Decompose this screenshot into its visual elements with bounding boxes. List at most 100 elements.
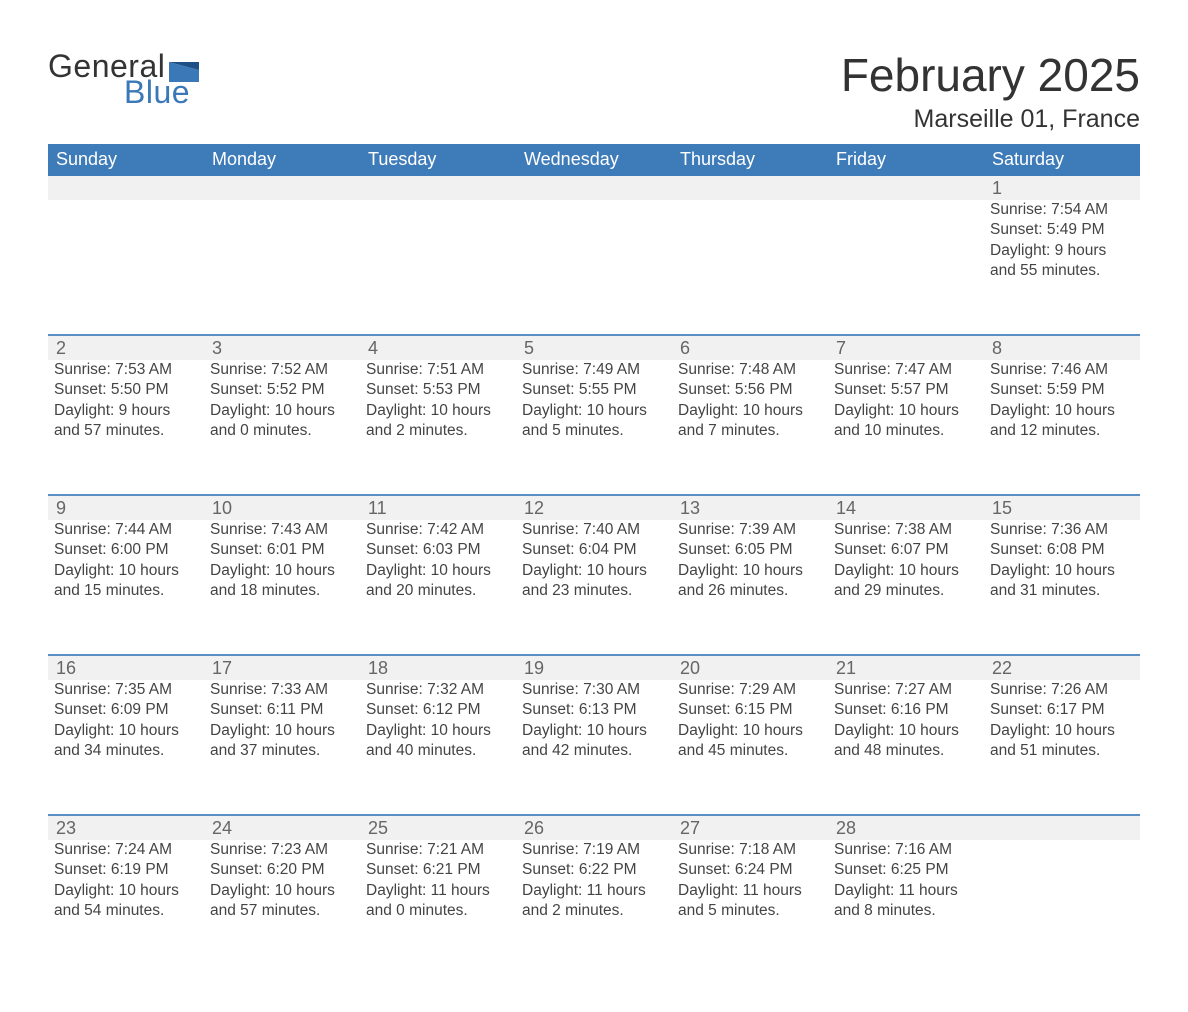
day-cell: Sunrise: 7:40 AMSunset: 6:04 PMDaylight:… bbox=[516, 520, 672, 648]
day-cell: Sunrise: 7:42 AMSunset: 6:03 PMDaylight:… bbox=[360, 520, 516, 648]
day-number: 4 bbox=[360, 336, 516, 360]
day-number: 21 bbox=[828, 656, 984, 680]
day-number: 25 bbox=[360, 816, 516, 840]
day-cell: Sunrise: 7:38 AMSunset: 6:07 PMDaylight:… bbox=[828, 520, 984, 648]
sunrise-text: Sunrise: 7:23 AM bbox=[210, 840, 354, 860]
day-number: 12 bbox=[516, 496, 672, 520]
daylight-text: Daylight: 10 hours and 12 minutes. bbox=[990, 401, 1134, 442]
brand-word-2: Blue bbox=[124, 76, 199, 108]
sunrise-text: Sunrise: 7:18 AM bbox=[678, 840, 822, 860]
day-number: 3 bbox=[204, 336, 360, 360]
sunrise-text: Sunrise: 7:26 AM bbox=[990, 680, 1134, 700]
sunset-text: Sunset: 6:16 PM bbox=[834, 700, 978, 720]
title-block: February 2025 Marseille 01, France bbox=[841, 50, 1140, 134]
day-cell bbox=[828, 200, 984, 328]
day-cell: Sunrise: 7:26 AMSunset: 6:17 PMDaylight:… bbox=[984, 680, 1140, 808]
sunset-text: Sunset: 5:52 PM bbox=[210, 380, 354, 400]
sunset-text: Sunset: 6:11 PM bbox=[210, 700, 354, 720]
sunrise-text: Sunrise: 7:49 AM bbox=[522, 360, 666, 380]
day-number: 17 bbox=[204, 656, 360, 680]
day-cell bbox=[984, 840, 1140, 968]
day-cell: Sunrise: 7:19 AMSunset: 6:22 PMDaylight:… bbox=[516, 840, 672, 968]
daylight-text: Daylight: 11 hours and 0 minutes. bbox=[366, 881, 510, 922]
daylight-text: Daylight: 11 hours and 5 minutes. bbox=[678, 881, 822, 922]
daylight-text: Daylight: 10 hours and 20 minutes. bbox=[366, 561, 510, 602]
daylight-text: Daylight: 10 hours and 26 minutes. bbox=[678, 561, 822, 602]
daylight-text: Daylight: 10 hours and 45 minutes. bbox=[678, 721, 822, 762]
daylight-text: Daylight: 9 hours and 57 minutes. bbox=[54, 401, 198, 442]
sunrise-text: Sunrise: 7:43 AM bbox=[210, 520, 354, 540]
daylight-text: Daylight: 10 hours and 57 minutes. bbox=[210, 881, 354, 922]
sunset-text: Sunset: 6:25 PM bbox=[834, 860, 978, 880]
sunset-text: Sunset: 6:01 PM bbox=[210, 540, 354, 560]
day-cell: Sunrise: 7:51 AMSunset: 5:53 PMDaylight:… bbox=[360, 360, 516, 488]
sunset-text: Sunset: 5:53 PM bbox=[366, 380, 510, 400]
daylight-text: Daylight: 11 hours and 8 minutes. bbox=[834, 881, 978, 922]
daylight-text: Daylight: 10 hours and 10 minutes. bbox=[834, 401, 978, 442]
day-cell: Sunrise: 7:53 AMSunset: 5:50 PMDaylight:… bbox=[48, 360, 204, 488]
day-number bbox=[360, 176, 516, 200]
daylight-text: Daylight: 10 hours and 42 minutes. bbox=[522, 721, 666, 762]
sunrise-text: Sunrise: 7:19 AM bbox=[522, 840, 666, 860]
day-cell bbox=[204, 200, 360, 328]
day-number: 20 bbox=[672, 656, 828, 680]
dow-friday: Friday bbox=[828, 144, 984, 176]
sunrise-text: Sunrise: 7:44 AM bbox=[54, 520, 198, 540]
daylight-text: Daylight: 10 hours and 23 minutes. bbox=[522, 561, 666, 602]
day-cell bbox=[516, 200, 672, 328]
daylight-text: Daylight: 10 hours and 5 minutes. bbox=[522, 401, 666, 442]
dow-thursday: Thursday bbox=[672, 144, 828, 176]
daylight-text: Daylight: 10 hours and 51 minutes. bbox=[990, 721, 1134, 762]
day-number-band: 1 bbox=[48, 176, 1140, 200]
sunset-text: Sunset: 6:12 PM bbox=[366, 700, 510, 720]
day-cell: Sunrise: 7:36 AMSunset: 6:08 PMDaylight:… bbox=[984, 520, 1140, 648]
sunset-text: Sunset: 5:56 PM bbox=[678, 380, 822, 400]
day-cell: Sunrise: 7:39 AMSunset: 6:05 PMDaylight:… bbox=[672, 520, 828, 648]
daylight-text: Daylight: 10 hours and 34 minutes. bbox=[54, 721, 198, 762]
sunset-text: Sunset: 5:49 PM bbox=[990, 220, 1134, 240]
sunrise-text: Sunrise: 7:40 AM bbox=[522, 520, 666, 540]
sunset-text: Sunset: 6:00 PM bbox=[54, 540, 198, 560]
day-number: 18 bbox=[360, 656, 516, 680]
day-cell: Sunrise: 7:44 AMSunset: 6:00 PMDaylight:… bbox=[48, 520, 204, 648]
sunrise-text: Sunrise: 7:30 AM bbox=[522, 680, 666, 700]
sunrise-text: Sunrise: 7:32 AM bbox=[366, 680, 510, 700]
day-number: 11 bbox=[360, 496, 516, 520]
daylight-text: Daylight: 10 hours and 29 minutes. bbox=[834, 561, 978, 602]
page-subtitle: Marseille 01, France bbox=[841, 105, 1140, 134]
week-row: Sunrise: 7:35 AMSunset: 6:09 PMDaylight:… bbox=[48, 680, 1140, 808]
daylight-text: Daylight: 10 hours and 40 minutes. bbox=[366, 721, 510, 762]
day-cell: Sunrise: 7:54 AMSunset: 5:49 PMDaylight:… bbox=[984, 200, 1140, 328]
day-number: 5 bbox=[516, 336, 672, 360]
day-number: 28 bbox=[828, 816, 984, 840]
daylight-text: Daylight: 11 hours and 2 minutes. bbox=[522, 881, 666, 922]
day-number bbox=[48, 176, 204, 200]
header-row: General Blue February 2025 Marseille 01,… bbox=[48, 50, 1140, 134]
day-cell: Sunrise: 7:49 AMSunset: 5:55 PMDaylight:… bbox=[516, 360, 672, 488]
day-number: 6 bbox=[672, 336, 828, 360]
sunset-text: Sunset: 5:55 PM bbox=[522, 380, 666, 400]
day-number: 16 bbox=[48, 656, 204, 680]
day-cell: Sunrise: 7:18 AMSunset: 6:24 PMDaylight:… bbox=[672, 840, 828, 968]
sunset-text: Sunset: 6:24 PM bbox=[678, 860, 822, 880]
week-block: 9101112131415Sunrise: 7:44 AMSunset: 6:0… bbox=[48, 494, 1140, 648]
sunset-text: Sunset: 5:59 PM bbox=[990, 380, 1134, 400]
dow-tuesday: Tuesday bbox=[360, 144, 516, 176]
day-cell bbox=[672, 200, 828, 328]
weeks-container: 1Sunrise: 7:54 AMSunset: 5:49 PMDaylight… bbox=[48, 176, 1140, 968]
sunrise-text: Sunrise: 7:42 AM bbox=[366, 520, 510, 540]
sunrise-text: Sunrise: 7:39 AM bbox=[678, 520, 822, 540]
day-number-band: 16171819202122 bbox=[48, 656, 1140, 680]
sunrise-text: Sunrise: 7:21 AM bbox=[366, 840, 510, 860]
sunrise-text: Sunrise: 7:52 AM bbox=[210, 360, 354, 380]
week-block: 232425262728Sunrise: 7:24 AMSunset: 6:19… bbox=[48, 814, 1140, 968]
sunrise-text: Sunrise: 7:36 AM bbox=[990, 520, 1134, 540]
day-number-band: 2345678 bbox=[48, 336, 1140, 360]
day-number-band: 9101112131415 bbox=[48, 496, 1140, 520]
week-row: Sunrise: 7:53 AMSunset: 5:50 PMDaylight:… bbox=[48, 360, 1140, 488]
page: General Blue February 2025 Marseille 01,… bbox=[0, 0, 1188, 1012]
day-cell: Sunrise: 7:29 AMSunset: 6:15 PMDaylight:… bbox=[672, 680, 828, 808]
daylight-text: Daylight: 10 hours and 37 minutes. bbox=[210, 721, 354, 762]
sunrise-text: Sunrise: 7:54 AM bbox=[990, 200, 1134, 220]
sunset-text: Sunset: 6:22 PM bbox=[522, 860, 666, 880]
